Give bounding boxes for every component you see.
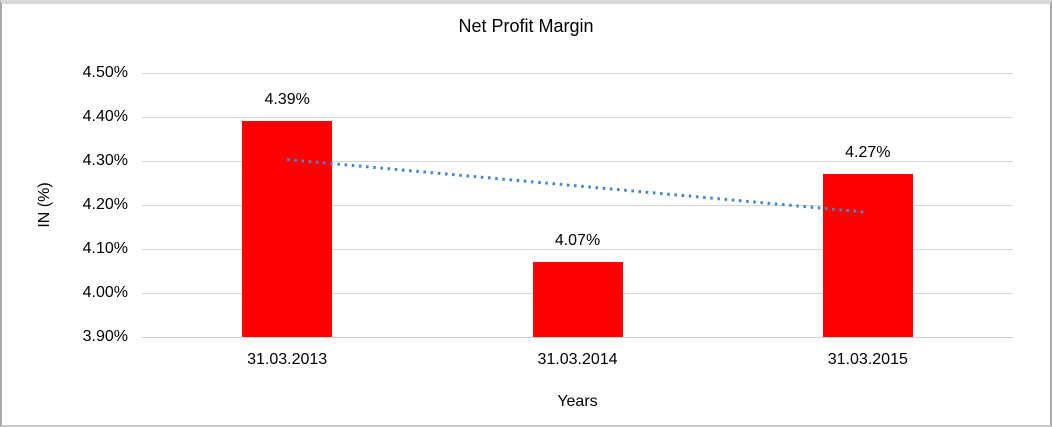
y-tick-label: 4.00% xyxy=(82,284,128,301)
x-axis-title: Years xyxy=(557,393,598,410)
bar-data-label: 4.39% xyxy=(264,91,310,109)
x-tick-label: 31.03.2015 xyxy=(827,351,908,368)
bar xyxy=(532,262,623,337)
y-tick-label: 4.50% xyxy=(82,64,128,81)
y-tick-label: 4.30% xyxy=(82,152,128,169)
y-tick-label: 3.90% xyxy=(82,328,128,345)
x-axis-line xyxy=(142,337,1013,338)
bar xyxy=(242,121,333,337)
y-tick-label: 4.20% xyxy=(82,196,128,213)
gridline xyxy=(142,117,1013,118)
bar-data-label: 4.07% xyxy=(554,232,601,250)
bar-data-label: 4.27% xyxy=(845,144,891,162)
x-tick-label: 31.03.2014 xyxy=(537,351,618,368)
y-tick-label: 4.40% xyxy=(82,108,128,125)
y-axis-title: IN (%) xyxy=(36,182,53,228)
y-tick-label: 4.10% xyxy=(82,240,128,257)
chart-title: Net Profit Margin xyxy=(458,16,594,36)
gridline xyxy=(142,73,1013,74)
bar xyxy=(822,174,913,337)
gridline xyxy=(142,249,1013,250)
x-tick-label: 31.03.2013 xyxy=(247,351,328,368)
